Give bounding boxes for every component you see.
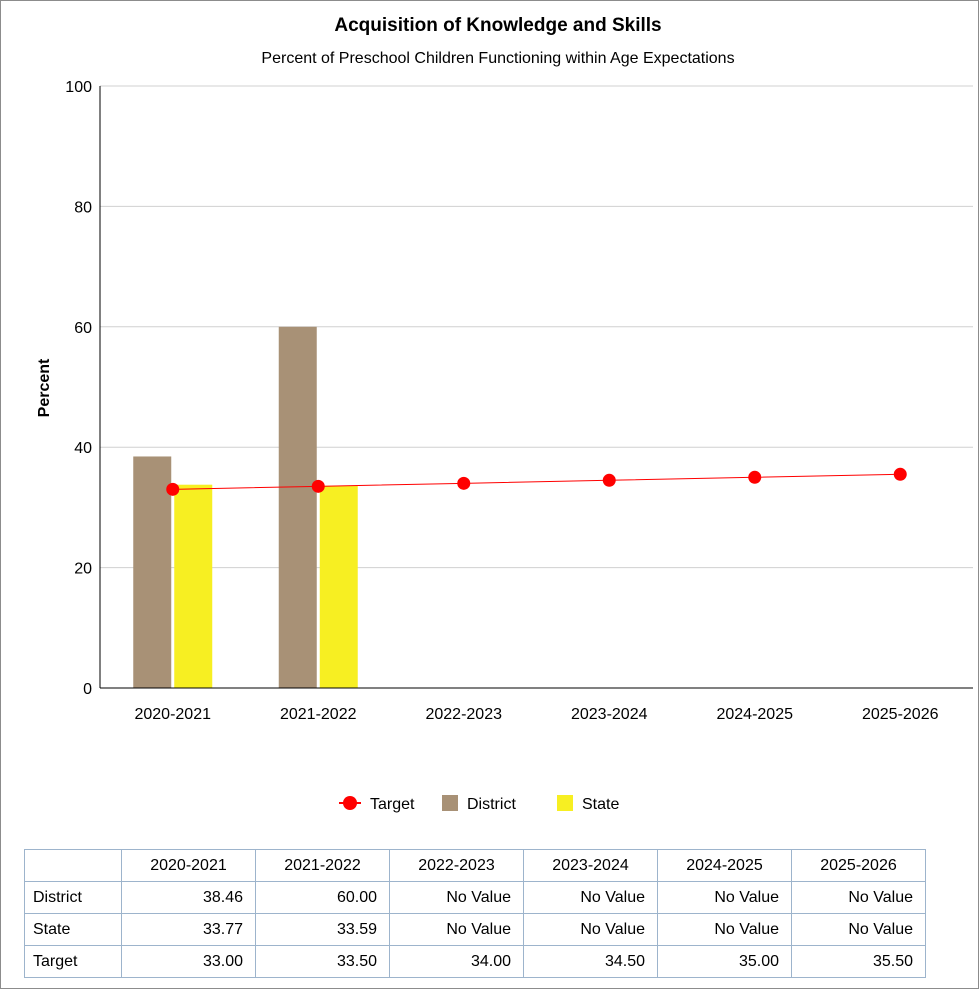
table-cell: No Value — [523, 881, 658, 914]
legend-item-district: District — [442, 795, 516, 813]
table-column-header: 2025-2026 — [791, 849, 926, 882]
target-line — [166, 467, 907, 496]
table-column-header: 2021-2022 — [255, 849, 390, 882]
bars — [133, 326, 358, 688]
table-cell: No Value — [389, 913, 524, 946]
table-row-label: District — [24, 881, 122, 914]
table-column-header: 2022-2023 — [389, 849, 524, 882]
y-tick-label: 0 — [83, 681, 92, 698]
data-table: 2020-2021 2021-2022 2022-2023 2023-2024 2024… — [24, 849, 926, 978]
legend-label: State — [582, 796, 619, 813]
y-tick-label: 100 — [65, 79, 92, 96]
y-tick-label: 20 — [74, 561, 92, 578]
table-row-label: State — [24, 913, 122, 946]
table-column-header: 2023-2024 — [523, 849, 658, 882]
table-cell: 35.50 — [791, 945, 926, 978]
chart-title: Acquisition of Knowledge and Skills — [334, 15, 661, 36]
table-cell: 34.00 — [389, 945, 524, 978]
table-cell: 35.00 — [657, 945, 792, 978]
axes — [99, 86, 973, 689]
table-cell: No Value — [523, 913, 658, 946]
y-tick-label: 80 — [74, 199, 92, 216]
x-tick-label: 2023-2024 — [571, 706, 648, 723]
point-target — [166, 482, 180, 496]
table-cell: 38.46 — [121, 881, 256, 914]
legend-item-target: Target — [339, 796, 415, 813]
y-tick-label: 40 — [74, 440, 92, 457]
point-target — [602, 473, 616, 487]
table-cell: No Value — [791, 881, 926, 914]
table-column-header: 2024-2025 — [657, 849, 792, 882]
line-target — [172, 473, 901, 490]
chart-subtitle: Percent of Preschool Children Functionin… — [261, 50, 734, 67]
table-cell: No Value — [657, 913, 792, 946]
y-tick-label: 60 — [74, 320, 92, 337]
table-cell: No Value — [389, 881, 524, 914]
point-target — [893, 467, 907, 481]
x-tick-label: 2024-2025 — [716, 706, 793, 723]
table-cell: 33.77 — [121, 913, 256, 946]
table-row: District 38.46 60.00 No Value No Value No Val… — [24, 881, 926, 914]
table-header-row: 2020-2021 2021-2022 2022-2023 2023-2024 2024… — [24, 849, 926, 882]
bar-district — [278, 326, 317, 688]
bar-state — [319, 485, 358, 688]
table-row-label: Target — [24, 945, 122, 978]
table-row: State 33.77 33.59 No Value No Value No Value N… — [24, 913, 926, 946]
x-tick-labels: 2020-2021 2021-2022 2022-2023 2023-2024 2024… — [134, 706, 938, 723]
table-cell: 33.59 — [255, 913, 390, 946]
gridlines — [100, 85, 973, 569]
table-cell: No Value — [657, 881, 792, 914]
table-cell: No Value — [791, 913, 926, 946]
legend-label: Target — [370, 796, 415, 813]
chart-canvas: Acquisition of Knowledge and Skills Perc… — [36, 15, 973, 813]
legend-swatch — [442, 795, 458, 811]
legend-label: District — [467, 796, 516, 813]
point-target — [457, 476, 471, 490]
y-axis-label: Percent — [36, 358, 53, 417]
x-tick-label: 2021-2022 — [280, 706, 357, 723]
x-tick-label: 2025-2026 — [862, 706, 939, 723]
table-cell: 60.00 — [255, 881, 390, 914]
table-cell: 33.00 — [121, 945, 256, 978]
table-column-header: 2020-2021 — [121, 849, 256, 882]
table-row: Target 33.00 33.50 34.00 34.50 35.00 35.50 — [24, 945, 926, 978]
x-tick-label: 2020-2021 — [134, 706, 211, 723]
bar-district — [133, 456, 172, 688]
y-tick-labels: 0 20 40 60 80 100 — [65, 79, 92, 698]
table-corner-cell — [24, 849, 122, 882]
table-cell: 34.50 — [523, 945, 658, 978]
legend-marker-symbol — [343, 796, 357, 810]
table-cell: 33.50 — [255, 945, 390, 978]
legend: Target District State — [339, 795, 619, 813]
point-target — [311, 479, 325, 493]
legend-swatch — [557, 795, 573, 811]
x-tick-label: 2022-2023 — [425, 706, 502, 723]
point-target — [748, 470, 762, 484]
bar-state — [174, 484, 213, 688]
legend-item-state: State — [557, 795, 619, 813]
